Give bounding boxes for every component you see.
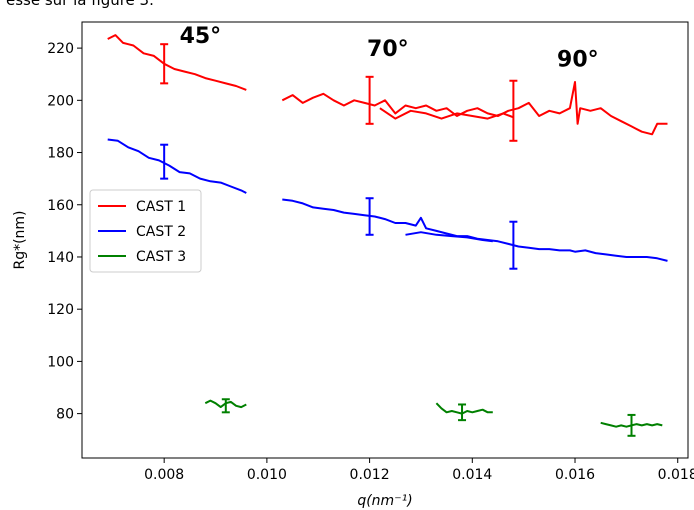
- axes: 0.008 0.010 0.012 0.014 0.016 0.018 80 100 120 14…: [12, 41, 694, 509]
- y-tick-label: 100: [47, 354, 74, 370]
- series-cast-1-line-0: [107, 34, 247, 91]
- y-tick-label: 140: [47, 250, 74, 266]
- legend-entry-label: CAST 2: [136, 224, 186, 240]
- x-tick-label: 0.016: [555, 467, 595, 483]
- y-tick-label: 220: [47, 41, 74, 57]
- x-tick-label: 0.008: [144, 467, 184, 483]
- y-axis-label: Rg*(nm): [12, 210, 28, 269]
- legend-entry-label: CAST 1: [136, 199, 186, 215]
- x-axis-label: q(nm⁻¹): [357, 493, 412, 509]
- chart-marks: 45° 70° 90°: [107, 24, 668, 437]
- y-tick-label: 180: [47, 146, 74, 162]
- series-cast-2-line-2: [405, 231, 493, 243]
- y-tick-label: 200: [47, 93, 74, 109]
- page-caption: esse sur la figure 3.: [6, 0, 154, 9]
- series-cast-2-line-1: [282, 198, 668, 262]
- series-cast-1-line-2: [379, 107, 514, 120]
- y-tick-label: 120: [47, 302, 74, 318]
- series-cast-1-line-1: [281, 81, 668, 136]
- series-cast-2-line-0: [107, 138, 247, 194]
- legend-entry-label: CAST 3: [136, 249, 186, 265]
- y-tick-label: 80: [56, 407, 74, 423]
- legend: CAST 1 CAST 2 CAST 3: [89, 189, 202, 273]
- annotation-label: 90°: [557, 47, 599, 72]
- x-tick-label: 0.012: [350, 467, 390, 483]
- x-tick-label: 0.018: [658, 467, 694, 483]
- annotation-label: 70°: [367, 37, 409, 62]
- annotation-label: 45°: [180, 24, 222, 49]
- plot-frame: [81, 21, 689, 459]
- x-tick-label: 0.010: [247, 467, 287, 483]
- series-cast-3-line-1: [435, 402, 493, 415]
- x-tick-label: 0.014: [452, 467, 492, 483]
- legend-box: [89, 189, 202, 273]
- y-tick-label: 160: [47, 198, 74, 214]
